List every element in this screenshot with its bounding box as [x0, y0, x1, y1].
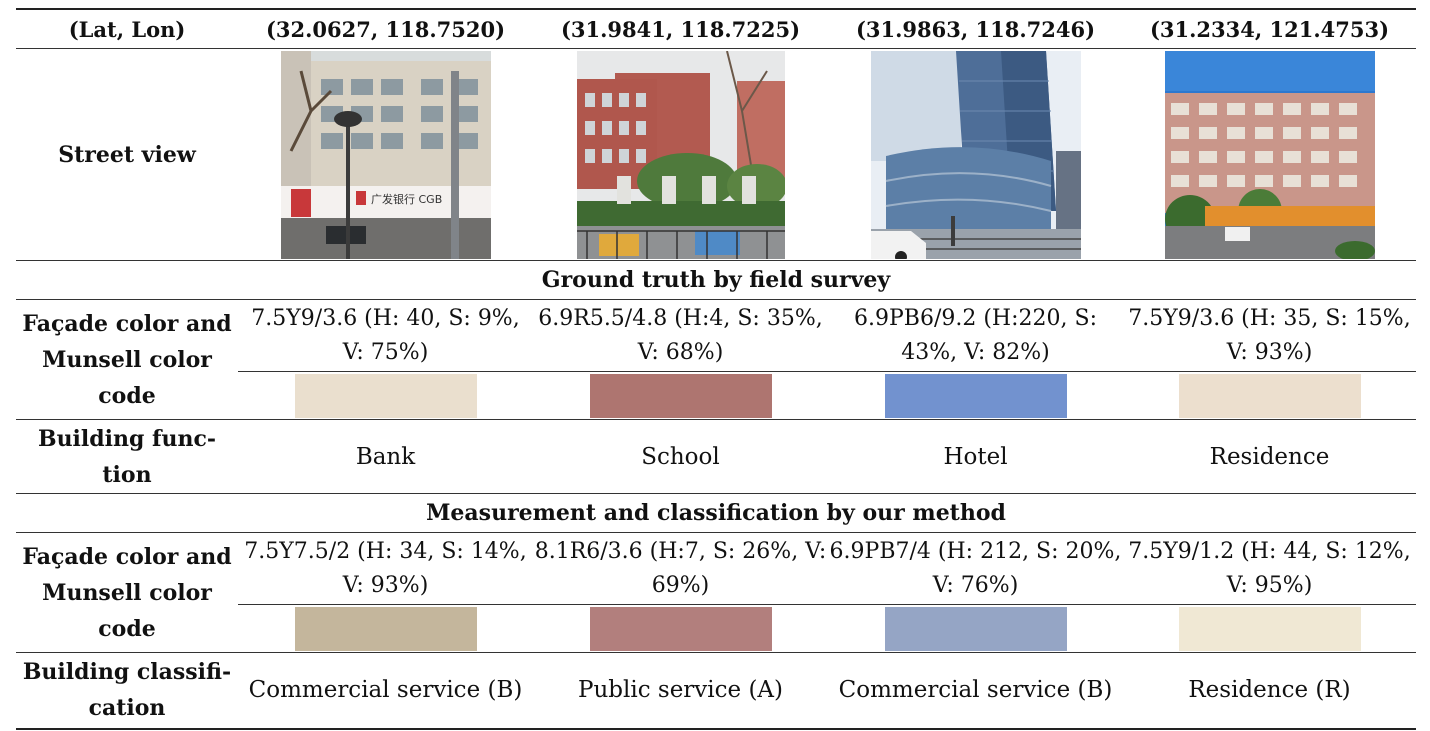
gt-facade-label-line-2: Munsell color [42, 346, 212, 373]
street-view-cell-1: 广发银行 CGB [238, 48, 533, 261]
m-color-swatch-2 [589, 606, 772, 651]
gt-facade-label-line-1: Façade color and [22, 310, 232, 337]
building-classification-2: Public service (A) [533, 652, 828, 730]
m-swatch-cell-1 [238, 604, 533, 653]
gt-swatch-cell-2 [533, 371, 828, 420]
m-facade-text-row: Façade color and Munsell color code 7.5Y… [16, 532, 1416, 653]
m-facade-label: Façade color and Munsell color code [16, 532, 238, 653]
street-view-row: Street view 广发银行 CGB [16, 48, 1416, 261]
street-view-image-residence [1164, 50, 1375, 259]
coord-cell-4: (31.2334, 121.4753) [1123, 8, 1416, 49]
building-classification-4: Residence (R) [1123, 652, 1416, 730]
m-swatch-cell-4 [1123, 604, 1416, 653]
m-color-swatch-3 [884, 606, 1067, 651]
m-swatch-cell-3 [828, 604, 1123, 653]
building-function-2: School [533, 419, 828, 494]
m-facade-code-1: 7.5Y7.5/2 (H: 34, S: 14%, V: 93%) [238, 532, 533, 605]
gt-swatch-cell-3 [828, 371, 1123, 420]
gt-facade-code-1: 7.5Y9/3.6 (H: 40, S: 9%, V: 75%) [238, 299, 533, 372]
coordinates-row: (Lat, Lon) (32.0627, 118.7520) (31.9841,… [16, 8, 1416, 49]
building-classification-1: Commercial service (B) [238, 652, 533, 730]
ground-truth-section-row: Ground truth by field survey [16, 260, 1416, 300]
gt-swatch-cell-1 [238, 371, 533, 420]
building-function-1: Bank [238, 419, 533, 494]
gt-color-swatch-3 [884, 373, 1067, 418]
measurement-section-row: Measurement and classification by our me… [16, 493, 1416, 533]
m-facade-label-line-1: Façade color and [22, 543, 232, 570]
gt-color-swatch-4 [1178, 373, 1361, 418]
street-view-image-school [576, 50, 785, 259]
street-view-image-bank: 广发银行 CGB [280, 50, 491, 259]
building-classification-label: Building classifi-cation [16, 652, 238, 730]
m-swatch-cell-2 [533, 604, 828, 653]
building-classification-3: Commercial service (B) [828, 652, 1123, 730]
measurement-title: Measurement and classification by our me… [16, 493, 1416, 533]
gt-facade-code-3: 6.9PB6/9.2 (H:220, S: 43%, V: 82%) [828, 299, 1123, 372]
street-view-cell-2 [533, 48, 828, 261]
coord-cell-1: (32.0627, 118.7520) [238, 8, 533, 49]
building-function-3: Hotel [828, 419, 1123, 494]
lat-lon-label: (Lat, Lon) [16, 8, 238, 49]
street-view-cell-4 [1123, 48, 1416, 261]
m-color-swatch-4 [1178, 606, 1361, 651]
coord-cell-2: (31.9841, 118.7225) [533, 8, 828, 49]
street-view-image-hotel [870, 50, 1081, 259]
gt-swatch-row [16, 371, 1416, 420]
m-facade-code-3: 6.9PB7/4 (H: 212, S: 20%, V: 76%) [828, 532, 1123, 605]
building-function-label: Building func-tion [16, 419, 238, 494]
bank-sign-text: 广发银行 CGB [371, 192, 442, 206]
m-facade-code-4: 7.5Y9/1.2 (H: 44, S: 12%, V: 95%) [1123, 532, 1416, 605]
street-view-cell-3 [828, 48, 1123, 261]
building-function-row: Building func-tion Bank School Hotel Res… [16, 419, 1416, 494]
gt-color-swatch-1 [294, 373, 477, 418]
gt-facade-code-4: 7.5Y9/3.6 (H: 35, S: 15%, V: 93%) [1123, 299, 1416, 372]
m-swatch-row [16, 604, 1416, 653]
building-classification-row: Building classifi-cation Commercial serv… [16, 652, 1416, 730]
gt-facade-code-2: 6.9R5.5/4.8 (H:4, S: 35%, V: 68%) [533, 299, 828, 372]
gt-facade-label-line-3: code [98, 382, 156, 409]
facade-color-table: (Lat, Lon) (32.0627, 118.7520) (31.9841,… [16, 8, 1416, 730]
gt-facade-text-row: Façade color and Munsell color code 7.5Y… [16, 299, 1416, 420]
m-color-swatch-1 [294, 606, 477, 651]
gt-facade-label: Façade color and Munsell color code [16, 299, 238, 420]
m-facade-code-2: 8.1R6/3.6 (H:7, S: 26%, V: 69%) [533, 532, 828, 605]
gt-swatch-cell-4 [1123, 371, 1416, 420]
gt-color-swatch-2 [589, 373, 772, 418]
building-function-4: Residence [1123, 419, 1416, 494]
m-facade-label-line-3: code [98, 615, 156, 642]
coord-cell-3: (31.9863, 118.7246) [828, 8, 1123, 49]
ground-truth-title: Ground truth by field survey [16, 260, 1416, 300]
m-facade-label-line-2: Munsell color [42, 579, 212, 606]
street-view-label: Street view [16, 48, 238, 261]
